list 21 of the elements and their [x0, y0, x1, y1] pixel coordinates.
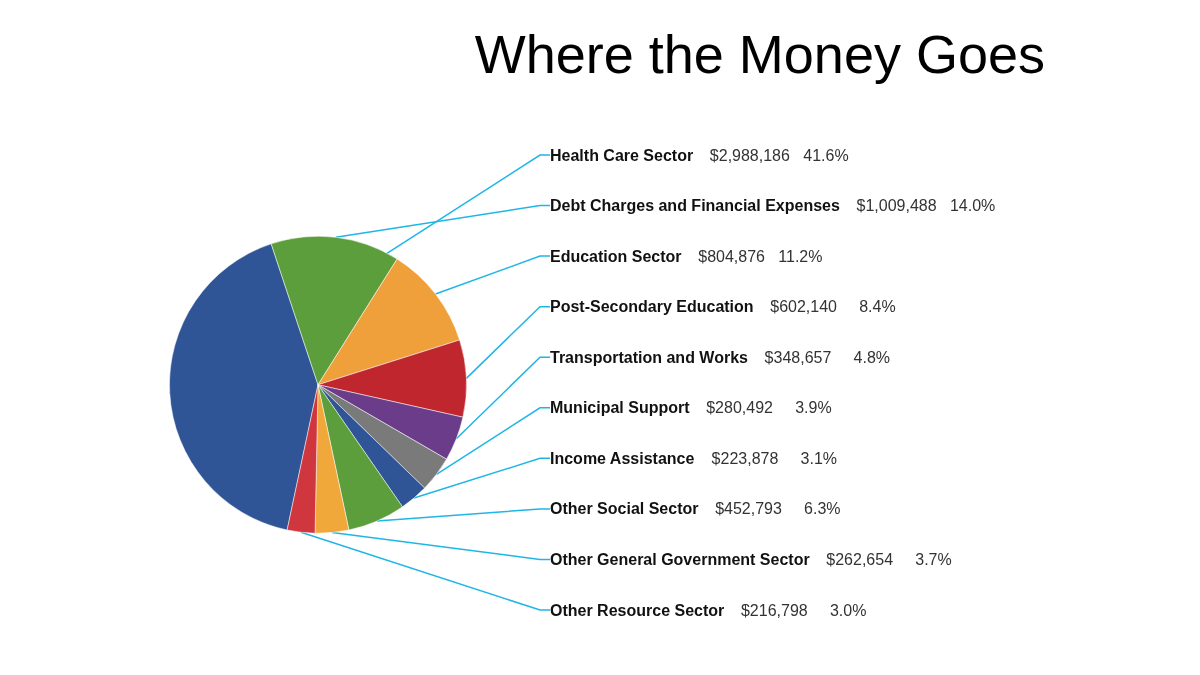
chart-title: Where the Money Goes [474, 24, 1046, 84]
slice-label: Other Resource Sector [550, 601, 725, 619]
data-label: $280,492 3.9% [706, 399, 832, 417]
slice-label: Municipal Support [550, 399, 691, 417]
data-label: $2,988,186 41.6% [709, 146, 849, 164]
data-label: $223,878 3.1% [711, 449, 838, 467]
slice-label: Income Assistance [550, 449, 695, 467]
slice-label: Other Social Sector [550, 500, 699, 518]
slice-label: Post-Secondary Education [550, 298, 754, 316]
slice-label: Other General Government Sector [550, 550, 810, 568]
data-label: $602,140 8.4% [770, 298, 896, 316]
slice-label: Health Care Sector [550, 146, 694, 164]
slice-label: Education Sector [550, 247, 682, 265]
slice-label: Transportation and Works [550, 348, 749, 366]
slice-label: Debt Charges and Financial Expenses [550, 197, 840, 215]
data-label: $804,876 11.2% [698, 247, 823, 265]
data-label: $262,654 3.7% [826, 550, 952, 568]
data-label: $452,793 6.3% [715, 500, 841, 518]
data-label: $1,009,488 14.0% [856, 197, 996, 215]
data-label: $348,657 4.8% [764, 348, 891, 366]
data-label: $216,798 3.0% [740, 601, 867, 619]
